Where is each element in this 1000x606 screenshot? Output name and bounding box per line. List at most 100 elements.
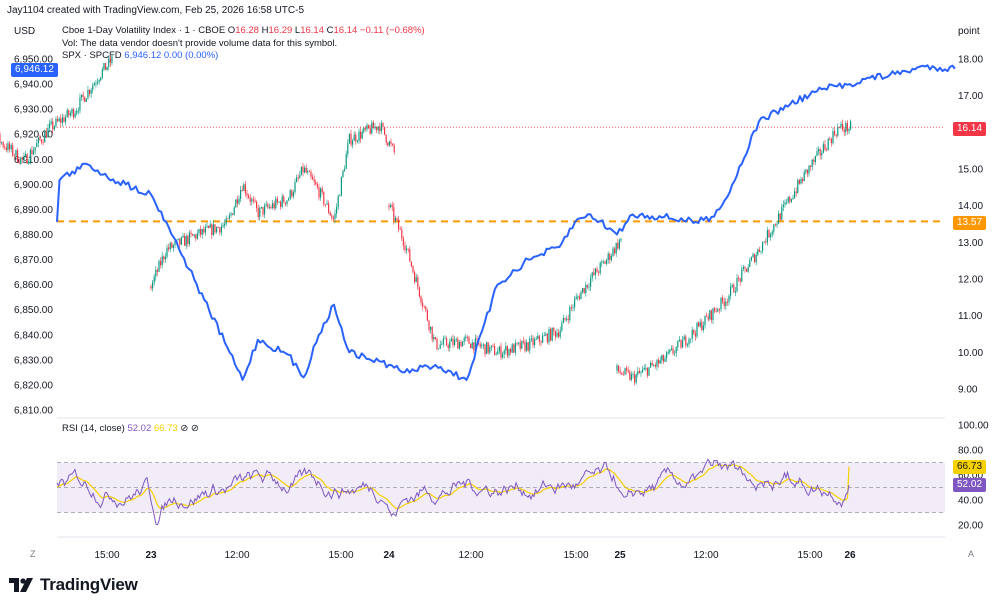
vix1d-candle: [818, 149, 820, 152]
vix1d-candle: [371, 122, 373, 134]
vix1d-candle: [342, 170, 344, 177]
vix1d-candle: [484, 344, 486, 355]
vix1d-candle: [486, 342, 488, 355]
zoom-corner-button[interactable]: Z: [30, 549, 36, 559]
rsi-visibility-icon[interactable]: ⊘: [180, 423, 189, 434]
vix1d-candle: [758, 249, 760, 252]
auto-scale-button[interactable]: A: [968, 549, 975, 559]
vix1d-candle: [564, 317, 566, 320]
vix1d-candle: [578, 296, 580, 300]
vix1d-candle: [166, 247, 168, 257]
tradingview-logo-icon: [9, 578, 33, 592]
vix1d-candle: [656, 359, 658, 367]
legend-spx-change: 0.00 (0.00%): [163, 50, 219, 61]
legend-symbol[interactable]: Cboe 1-Day Volatility Index · 1 · CBOE: [62, 25, 226, 36]
vix1d-candle: [358, 131, 360, 142]
vix1d-candle: [111, 56, 113, 63]
vix1d-candle: [66, 110, 68, 117]
rsi-legend[interactable]: RSI (14, close) 52.02 66.73 ⊘ ⊘: [62, 423, 199, 434]
vix1d-candle: [55, 118, 57, 127]
left-axis-tick: 6,870.00: [14, 255, 53, 266]
vix1d-candle: [160, 261, 162, 266]
vix1d-candle: [331, 215, 333, 218]
legend-spx-label[interactable]: SPX · SPCFD: [62, 50, 122, 61]
vix1d-candle: [439, 344, 441, 349]
vix1d-candle: [829, 138, 831, 140]
vix1d-candle: [339, 195, 341, 197]
vix1d-candle: [169, 242, 171, 250]
vix1d-candle: [698, 322, 700, 327]
vix1d-candle: [508, 349, 510, 356]
left-axis-tick: 6,850.00: [14, 305, 53, 316]
vix1d-candle: [658, 359, 660, 364]
vix1d-candle: [391, 204, 393, 208]
vix1d-candle: [204, 227, 206, 233]
vix1d-candle: [441, 344, 443, 345]
vix1d-candle: [768, 230, 770, 238]
left-axis-tick: 6,950.00: [14, 55, 53, 66]
vix1d-candle: [13, 155, 15, 157]
vix1d-candle: [420, 296, 422, 303]
vix1d-candle: [741, 269, 743, 282]
vix1d-candle: [15, 150, 17, 156]
legend-spx-value: 6,946.12: [124, 50, 162, 61]
vix1d-candle: [524, 341, 526, 351]
vix1d-candle: [442, 338, 444, 345]
time-axis-tick: 25: [614, 550, 626, 561]
vix1d-candle: [614, 248, 616, 254]
vix1d-candle: [638, 371, 640, 373]
vix1d-candle: [466, 336, 468, 338]
vix1d-candle: [567, 318, 569, 321]
vix1d-candle: [36, 143, 38, 148]
vix1d-candle: [610, 256, 612, 261]
vix1d-candle: [834, 130, 836, 135]
vix1d-candle: [699, 321, 701, 327]
vix1d-candle: [808, 165, 810, 174]
vix1d-candle: [798, 179, 800, 184]
vix1d-candle: [733, 284, 735, 293]
vix1d-candle: [2, 142, 4, 147]
vix1d-candle: [622, 374, 624, 376]
vix1d-candle: [454, 339, 456, 345]
vix1d-candle: [363, 127, 365, 132]
vix1d-candle: [782, 204, 784, 207]
vix1d-candle: [795, 191, 797, 193]
time-axis-tick: 24: [383, 550, 395, 561]
vix1d-candle: [374, 126, 376, 129]
rsi-axis-tick: 40.00: [958, 496, 983, 507]
vix1d-candle: [715, 311, 717, 312]
vix1d-candle: [686, 344, 688, 346]
vix1d-candle: [53, 126, 55, 130]
vix1d-candle: [315, 181, 317, 185]
vix1d-candle: [606, 259, 608, 264]
vix1d-candle: [530, 338, 532, 340]
vix1d-candle: [20, 157, 22, 164]
vix1d-candle: [556, 332, 558, 337]
vix1d-candle: [320, 188, 322, 198]
vix1d-candle: [522, 340, 524, 342]
vix1d-candle: [500, 346, 502, 358]
vix1d-candle: [526, 342, 528, 351]
vix1d-candle: [163, 256, 165, 260]
vix1d-candle: [37, 137, 39, 144]
rsi-legend-ma-value: 66.73: [153, 423, 178, 434]
vix1d-candle: [72, 109, 75, 118]
vix1d-candle: [347, 143, 349, 155]
vix1d-candle: [414, 272, 416, 283]
vix1d-candle: [155, 269, 157, 277]
vix1d-candle: [82, 94, 84, 97]
vix1d-candle: [718, 309, 720, 311]
vix1d-candle: [88, 90, 91, 94]
vix1d-candle: [103, 63, 105, 70]
vix1d-candle: [574, 299, 576, 308]
rsi-visibility-icon-2[interactable]: ⊘: [190, 423, 199, 434]
vix1d-candle: [18, 161, 20, 164]
vix1d-candle: [426, 310, 428, 321]
vix1d-candle: [598, 272, 600, 274]
vix1d-candle: [61, 117, 63, 123]
vix1d-candle: [195, 234, 197, 239]
vix1d-candle: [26, 154, 28, 164]
vix1d-candle: [302, 166, 304, 173]
vix1d-candle: [821, 152, 823, 156]
